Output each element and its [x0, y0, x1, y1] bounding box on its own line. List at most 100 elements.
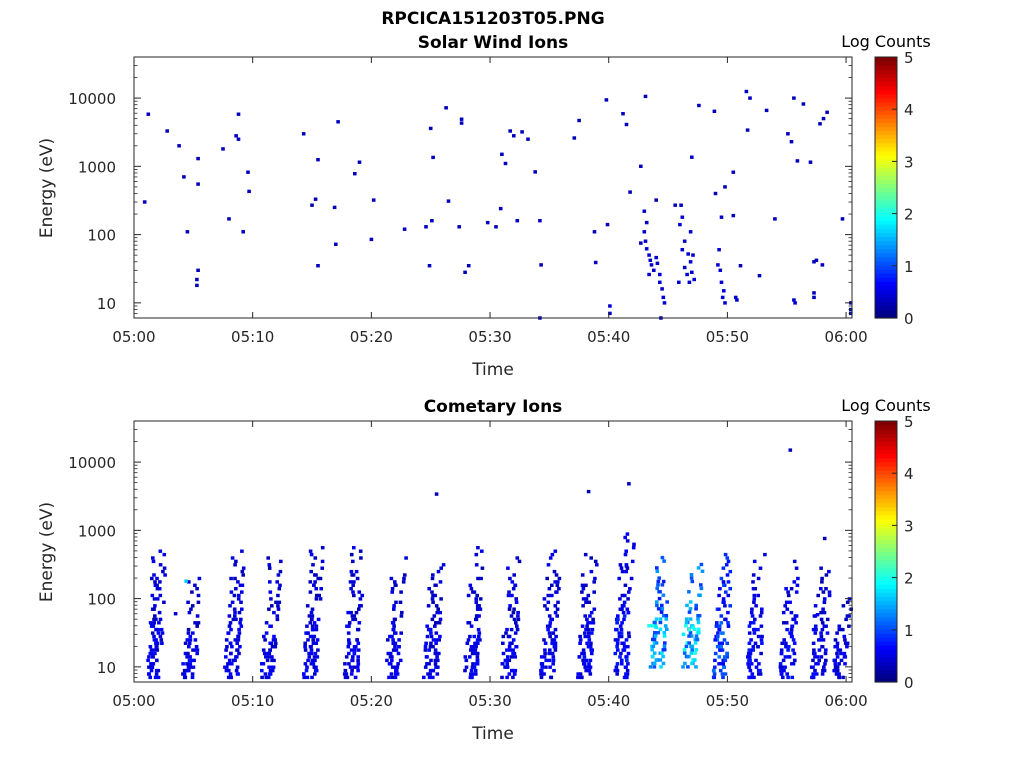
- stripe-cell: [625, 668, 630, 673]
- stripe-cell: [470, 675, 474, 680]
- stripe-cell: [428, 627, 433, 632]
- stripe-cell: [781, 658, 786, 663]
- stripe-cell: [185, 655, 189, 659]
- stripe-cell: [816, 662, 820, 666]
- data-cell: [146, 112, 151, 116]
- stripe-cell: [582, 651, 586, 656]
- stripe-cell: [685, 641, 690, 645]
- stripe-cell: [832, 668, 836, 673]
- stripe-cell: [593, 576, 597, 581]
- stripe-cell: [160, 631, 165, 635]
- data-cell: [402, 227, 407, 231]
- stripe-cell: [474, 552, 479, 557]
- stripe-cell: [515, 624, 519, 628]
- stripe-cell: [311, 641, 316, 645]
- stripe-cell: [719, 621, 724, 625]
- stripe-cell: [543, 604, 547, 608]
- stripe-cell: [794, 621, 798, 625]
- stripe-cell: [439, 566, 443, 570]
- stripe-cell: [265, 658, 270, 663]
- stripe-cell: [587, 638, 592, 642]
- stripe-cell: [475, 658, 480, 663]
- stripe-cell: [820, 672, 825, 676]
- stripe-cell: [516, 610, 520, 615]
- stripe-cell: [756, 627, 760, 632]
- stripe-cell: [821, 638, 826, 642]
- stripe-cell: [351, 617, 355, 622]
- colorbar-segment: [875, 216, 897, 221]
- stripe-cell: [155, 587, 160, 591]
- stripe-cell: [474, 600, 479, 604]
- stripe-cell: [155, 645, 159, 649]
- data-cell: [336, 120, 340, 124]
- colorbar-segment: [875, 183, 897, 189]
- stripe-cell: [780, 668, 785, 673]
- stripe-cell: [539, 675, 544, 680]
- stripe-cell: [237, 593, 241, 598]
- stripe-cell: [630, 559, 635, 564]
- stripe-cell: [689, 634, 694, 638]
- stripe-cell: [784, 641, 788, 645]
- stripe-cell: [185, 662, 189, 666]
- stripe-cell: [589, 648, 593, 652]
- data-cell: [682, 265, 687, 270]
- stripe-cell: [750, 614, 755, 618]
- stripe-cell: [225, 645, 229, 649]
- stripe-cell: [264, 621, 269, 625]
- stripe-cell: [227, 658, 232, 663]
- solar-wind-xlabel: Time: [471, 360, 514, 380]
- stripe-cell: [152, 621, 156, 625]
- stripe-cell: [825, 631, 830, 635]
- stripe-cell: [390, 675, 395, 680]
- colorbar-segment: [875, 191, 897, 197]
- data-cell: [719, 215, 724, 219]
- stripe-cell: [789, 587, 794, 591]
- data-cell: [494, 225, 498, 229]
- colorbar-segment: [875, 285, 897, 291]
- stripe-cell: [223, 665, 227, 669]
- stripe-cell: [724, 590, 728, 594]
- data-cell: [684, 624, 688, 628]
- stripe-cell: [504, 631, 508, 635]
- stripe-cell: [478, 638, 482, 642]
- stripe-cell: [194, 645, 199, 649]
- stripe-cell: [270, 655, 274, 659]
- cometary-plot-frame: [133, 420, 853, 683]
- stripe-cell: [507, 607, 512, 611]
- stripe-cell: [822, 665, 826, 669]
- data-cell: [680, 215, 685, 219]
- data-cell: [654, 198, 658, 202]
- stripe-cell: [320, 566, 324, 570]
- data-cell: [512, 134, 516, 138]
- stripe-cell: [781, 675, 785, 680]
- colorbar-tick-label: 1: [904, 258, 914, 276]
- stripe-cell: [187, 580, 191, 584]
- colorbar-segment: [875, 264, 897, 270]
- stripe-cell: [427, 662, 431, 666]
- stripe-cell: [791, 662, 796, 666]
- stripe-cell: [696, 614, 700, 618]
- stripe-cell: [589, 569, 594, 574]
- stripe-cell: [788, 600, 792, 604]
- stripe-cell: [580, 624, 585, 628]
- stripe-cell: [689, 651, 694, 655]
- stripe-cell: [629, 576, 634, 581]
- stripe-cell: [236, 580, 240, 584]
- colorbar-segment: [875, 232, 897, 238]
- data-cell: [820, 263, 825, 267]
- stripe-cell: [725, 573, 730, 577]
- stripe-cell: [576, 672, 580, 676]
- stripe-cell: [779, 672, 784, 676]
- cometary-axes: 05:00 05:10 05:20 05:30 05:40 05:50 06:0010100…: [68, 420, 868, 710]
- stripe-cell: [618, 624, 623, 628]
- stripe-cell: [715, 645, 720, 649]
- stripe-cell: [153, 580, 157, 584]
- data-cell: [822, 536, 827, 541]
- stripe-cell: [833, 662, 838, 666]
- stripe-cell: [542, 638, 546, 642]
- stripe-cell: [819, 566, 823, 570]
- stripe-cell: [190, 604, 195, 608]
- stripe-cell: [313, 658, 317, 663]
- data-cell: [712, 109, 717, 113]
